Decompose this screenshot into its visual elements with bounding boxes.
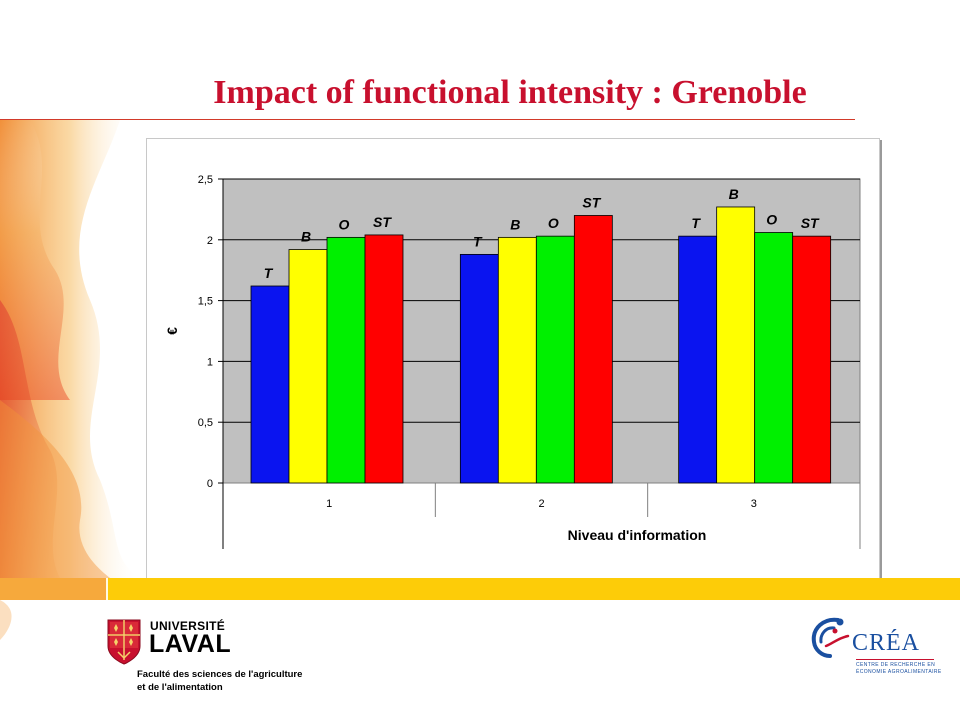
x-axis-title: Niveau d'information — [568, 527, 707, 543]
bar-label: T — [691, 215, 701, 231]
laval-wordmark-line1: UNIVERSITÉ — [150, 619, 226, 633]
title-divider — [0, 119, 855, 120]
crea-subtitle-line2: ÉCONOMIE AGROALIMENTAIRE — [856, 669, 942, 675]
bar-b-2 — [497, 236, 537, 484]
bar-label: O — [339, 216, 350, 232]
bar-st-3 — [792, 235, 832, 484]
x-tick-label: 2 — [538, 498, 544, 510]
bar-label: T — [264, 265, 274, 281]
chart-panel: 0 0,5 1 1,5 2 2,5 € T B O ST 1 T B O ST 2 T B O ST 3 Niveau d'… — [146, 138, 880, 586]
y-tick-label: 2,5 — [198, 174, 213, 186]
bar-label: B — [510, 216, 520, 232]
bar-label: B — [729, 186, 739, 202]
bar-t-3 — [678, 235, 718, 484]
laval-faculty-line2: et de l'alimentation — [137, 682, 223, 693]
bar-label: T — [473, 233, 483, 249]
bar-chart: 0 0,5 1 1,5 2 2,5 € T B O ST 1 T B O ST 2 T B O ST 3 Niveau d'… — [164, 174, 861, 549]
crea-divider — [856, 659, 934, 660]
crea-wordmark: CRÉA — [852, 630, 921, 656]
laval-wordmark-line2: LAVAL — [149, 630, 232, 658]
footer-band-orange — [0, 578, 106, 600]
y-tick-label: 2 — [207, 235, 213, 247]
crea-logo: CRÉA CENTRE DE RECHERCHE EN ÉCONOMIE AGR… — [808, 612, 941, 682]
bar-label: O — [548, 215, 559, 231]
bar-label: ST — [582, 194, 601, 210]
y-tick-label: 0 — [207, 478, 213, 490]
universite-laval-logo: UNIVERSITÉ LAVAL Faculté des sciences de… — [106, 616, 306, 696]
bar-label: ST — [801, 215, 820, 231]
laval-faculty-line1: Faculté des sciences de l'agriculture — [137, 669, 303, 680]
bar-o-2 — [535, 235, 575, 484]
crea-swirl-icon — [811, 617, 850, 658]
bar-o-1 — [326, 236, 366, 484]
bar-b-3 — [716, 206, 756, 484]
bar-label: ST — [373, 214, 392, 230]
laval-crest-icon — [107, 619, 141, 665]
footer-band-yellow — [108, 578, 960, 600]
x-tick-label: 1 — [326, 498, 332, 510]
slide-title: Impact of functional intensity : Grenobl… — [213, 74, 807, 111]
bar-label: O — [766, 212, 777, 228]
bar-o-3 — [754, 232, 794, 484]
y-tick-label: 1,5 — [198, 296, 213, 308]
bar-t-2 — [459, 253, 499, 484]
y-tick-label: 0,5 — [198, 417, 213, 429]
y-tick-label: 1 — [207, 356, 213, 368]
bar-b-1 — [288, 249, 328, 484]
y-axis-title: € — [164, 327, 180, 335]
bar-label: B — [301, 229, 311, 245]
x-tick-label: 3 — [751, 498, 757, 510]
crea-subtitle-line1: CENTRE DE RECHERCHE EN — [856, 662, 936, 668]
bar-t-1 — [250, 285, 290, 484]
bar-st-2 — [573, 215, 613, 484]
bar-st-1 — [364, 234, 404, 484]
